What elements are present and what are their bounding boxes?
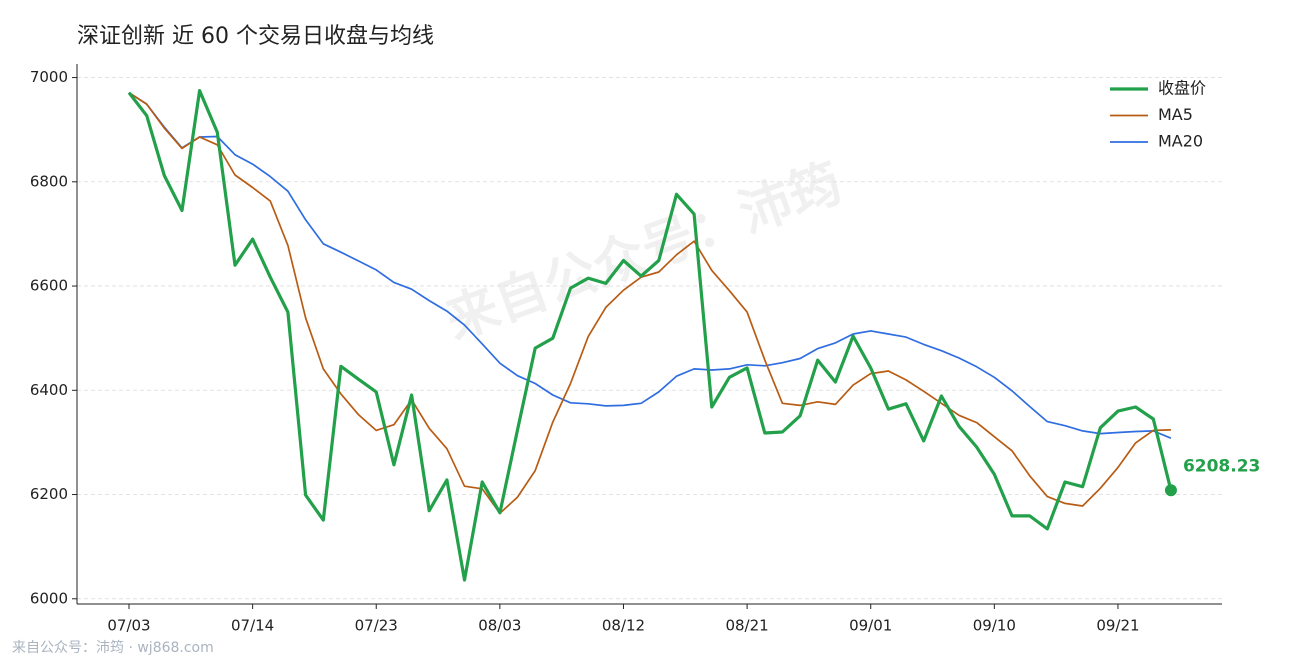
y-tick-label: 6800: [30, 172, 68, 190]
x-tick-label: 09/21: [1096, 617, 1139, 635]
y-tick-label: 6200: [30, 485, 68, 503]
x-tick-label: 08/21: [725, 617, 768, 635]
x-tick-label: 08/12: [602, 617, 645, 635]
y-tick-label: 7000: [30, 68, 68, 86]
x-tick-label: 07/14: [231, 617, 274, 635]
legend-label: MA20: [1158, 132, 1203, 151]
x-tick-label: 09/10: [973, 617, 1016, 635]
y-tick-label: 6400: [30, 381, 68, 399]
watermark: 来自公众号：沛筠: [438, 153, 849, 352]
x-tick-label: 07/23: [355, 617, 398, 635]
x-tick-label: 09/01: [849, 617, 892, 635]
footer: 来自公众号：沛筠 · wj868.com: [12, 639, 214, 656]
last-point: [1164, 484, 1177, 497]
x-tick-label: 08/03: [478, 617, 521, 635]
series-line: [128, 91, 1171, 515]
y-tick-label: 6000: [30, 589, 68, 607]
series-line: [127, 89, 1173, 582]
x-tick-label: 07/03: [107, 617, 150, 635]
last-value-label: 6208.23: [1183, 456, 1260, 476]
y-tick-label: 6600: [30, 277, 68, 295]
legend-label: 收盘价: [1158, 79, 1206, 98]
series-line: [128, 91, 1172, 439]
chart-title: 深证创新 近 60 个交易日收盘与均线: [77, 24, 434, 49]
legend-label: MA5: [1158, 105, 1193, 124]
